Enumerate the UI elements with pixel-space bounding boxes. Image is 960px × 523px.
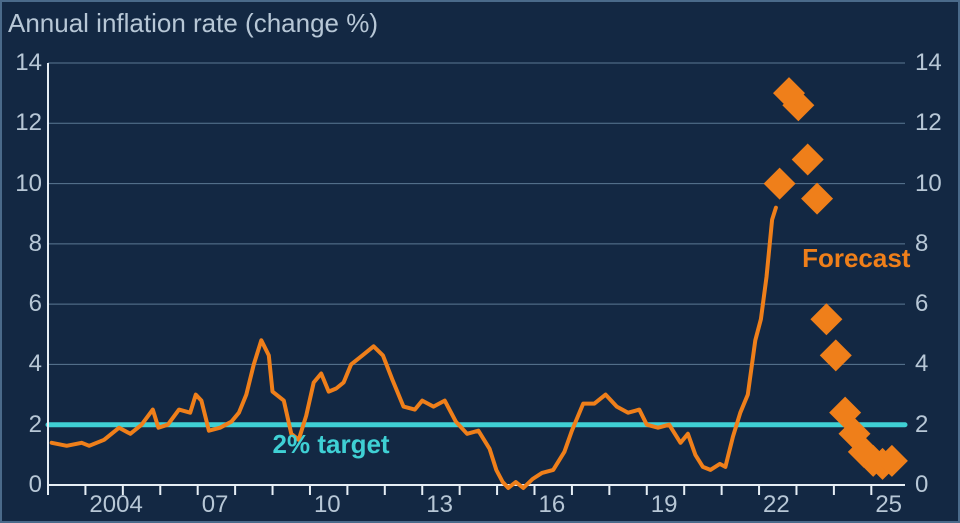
ytick-left: 6 [29,290,42,318]
ytick-left: 10 [15,170,42,198]
ytick-left: 14 [15,49,42,77]
inflation-chart: Annual inflation rate (change %) 2% targ… [0,0,960,523]
xtick: 19 [651,491,678,519]
xtick: 25 [875,491,902,519]
chart-title: Annual inflation rate (change %) [8,8,378,39]
ytick-right: 6 [915,290,928,318]
ytick-left: 2 [29,411,42,439]
xtick: 2004 [89,491,142,519]
ytick-left: 12 [15,109,42,137]
xtick: 16 [539,491,566,519]
ytick-right: 12 [915,109,942,137]
xtick: 07 [202,491,229,519]
forecast-label: Forecast [802,243,910,274]
ytick-right: 4 [915,350,928,378]
ytick-left: 4 [29,350,42,378]
target-label: 2% target [273,429,390,460]
ytick-right: 0 [915,471,928,499]
ytick-right: 14 [915,49,942,77]
xtick: 22 [763,491,790,519]
ytick-left: 0 [29,471,42,499]
xtick: 10 [314,491,341,519]
ytick-right: 2 [915,411,928,439]
ytick-right: 10 [915,170,942,198]
xtick: 13 [426,491,453,519]
ytick-right: 8 [915,230,928,258]
ytick-left: 8 [29,230,42,258]
